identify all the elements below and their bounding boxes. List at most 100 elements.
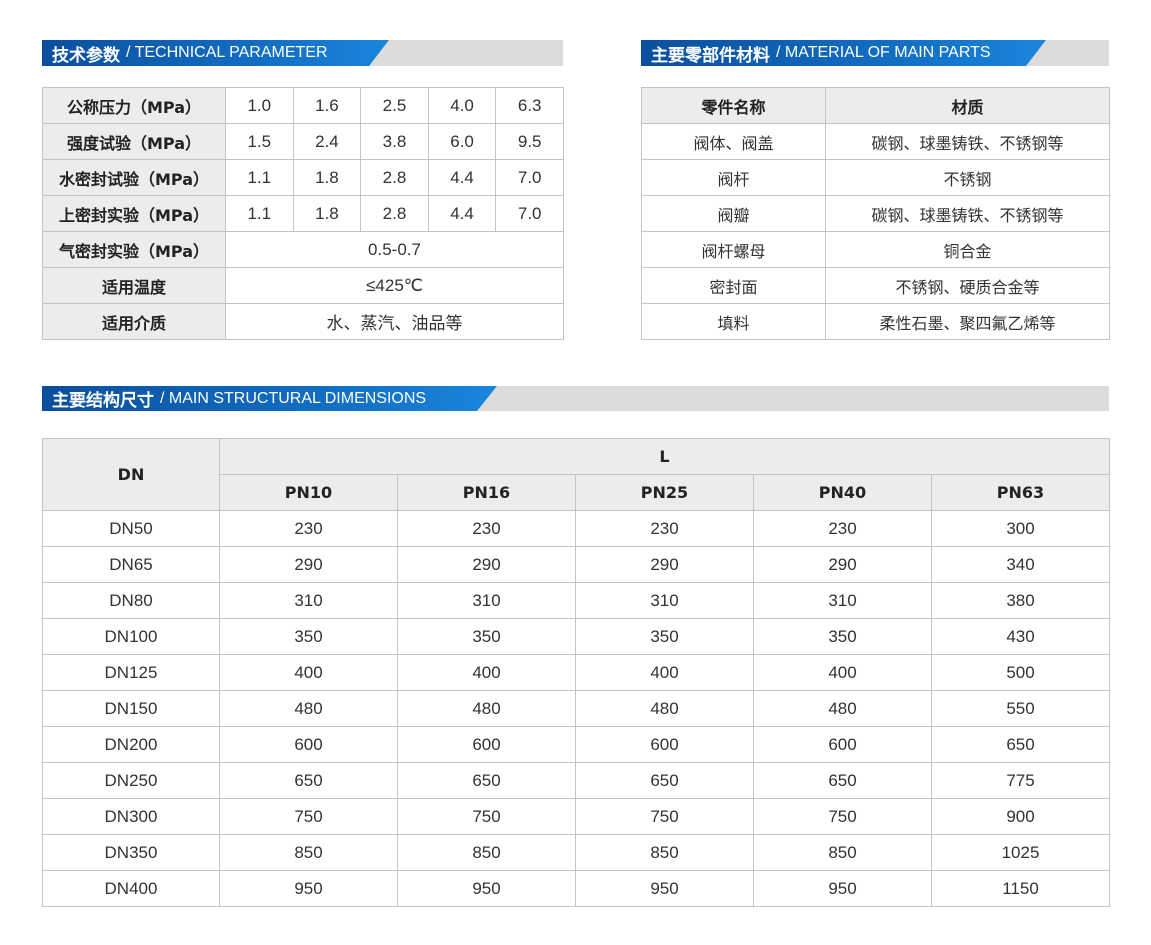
dn-cell: DN50 xyxy=(42,510,220,547)
length-cell: 480 xyxy=(219,690,398,727)
length-cell: 750 xyxy=(753,798,932,835)
length-cell: 430 xyxy=(931,618,1110,655)
length-cell: 850 xyxy=(219,834,398,871)
part-name-cell: 阀体、阀盖 xyxy=(641,123,826,160)
table-row: 水密封试验（MPa） 1.1 1.8 2.8 4.4 7.0 xyxy=(42,159,564,196)
length-cell: 750 xyxy=(219,798,398,835)
value-cell: 1.5 xyxy=(225,123,294,160)
length-cell: 310 xyxy=(575,582,754,619)
dimensions-table: DN L PN10 PN16 PN25 PN40 PN63 DN50 230 230 230 2… xyxy=(42,438,1110,907)
value-cell: 1.1 xyxy=(225,159,294,196)
length-cell: 650 xyxy=(753,762,932,799)
value-cell: 0.5-0.7 xyxy=(225,231,564,268)
value-cell: 1.6 xyxy=(292,87,362,124)
length-cell: 480 xyxy=(575,690,754,727)
table-row: 强度试验（MPa） 1.5 2.4 3.8 6.0 9.5 xyxy=(42,123,564,160)
table-row: DN150 480 480 480 480 550 xyxy=(42,690,1110,727)
row-label: 强度试验（MPa） xyxy=(42,123,226,160)
length-cell: 950 xyxy=(575,870,754,907)
column-header-pn: PN16 xyxy=(397,474,576,511)
length-cell: 600 xyxy=(753,726,932,763)
column-header-pn: PN25 xyxy=(575,474,754,511)
table-row: 阀瓣 碳钢、球墨铸铁、不锈钢等 xyxy=(641,195,1110,232)
material-cell: 不锈钢 xyxy=(825,159,1110,196)
column-header-l: L xyxy=(219,438,1110,475)
table-row: DN200 600 600 600 600 650 xyxy=(42,726,1110,763)
table-row: 阀杆螺母 铜合金 xyxy=(641,231,1110,268)
material-cell: 柔性石墨、聚四氟乙烯等 xyxy=(825,303,1110,340)
value-cell: 6.0 xyxy=(427,123,497,160)
dn-cell: DN200 xyxy=(42,726,220,763)
section-title-en: / MATERIAL OF MAIN PARTS xyxy=(776,44,991,61)
length-cell: 350 xyxy=(397,618,576,655)
value-cell: 2.8 xyxy=(360,195,429,232)
length-cell: 950 xyxy=(753,870,932,907)
length-cell: 350 xyxy=(753,618,932,655)
column-header-material: 材质 xyxy=(825,87,1110,124)
length-cell: 310 xyxy=(219,582,398,619)
dimensions-banner: 主要结构尺寸 / MAIN STRUCTURAL DIMENSIONS xyxy=(42,386,1109,411)
table-row: 适用温度 ≤425℃ xyxy=(42,267,564,304)
table-row: DN300 750 750 750 750 900 xyxy=(42,798,1110,835)
table-row: DN350 850 850 850 850 1025 xyxy=(42,834,1110,871)
table-row: DN125 400 400 400 400 500 xyxy=(42,654,1110,691)
value-cell: 4.4 xyxy=(427,159,497,196)
length-cell: 600 xyxy=(575,726,754,763)
value-cell: 3.8 xyxy=(360,123,429,160)
section-title-en: / MAIN STRUCTURAL DIMENSIONS xyxy=(160,389,427,407)
table-row: 气密封实验（MPa） 0.5-0.7 xyxy=(42,231,564,268)
materials-banner: 主要零部件材料 / MATERIAL OF MAIN PARTS xyxy=(641,40,1109,66)
length-cell: 500 xyxy=(931,654,1110,691)
length-cell: 1025 xyxy=(931,834,1110,871)
length-cell: 350 xyxy=(575,618,754,655)
header-row: PN10 PN16 PN25 PN40 PN63 xyxy=(43,474,1110,511)
length-cell: 230 xyxy=(575,510,754,547)
length-cell: 650 xyxy=(397,762,576,799)
value-cell: 1.8 xyxy=(292,195,362,232)
length-cell: 850 xyxy=(753,834,932,871)
row-label: 气密封实验（MPa） xyxy=(42,231,226,268)
length-cell: 650 xyxy=(219,762,398,799)
table-row: 上密封实验（MPa） 1.1 1.8 2.8 4.4 7.0 xyxy=(42,195,564,232)
table-row: DN100 350 350 350 350 430 xyxy=(42,618,1110,655)
length-cell: 775 xyxy=(931,762,1110,799)
length-cell: 400 xyxy=(753,654,932,691)
length-cell: 290 xyxy=(753,546,932,583)
dn-cell: DN250 xyxy=(42,762,220,799)
technical-parameter-table: 公称压力（MPa） 1.0 1.6 2.5 4.0 6.3 强度试验（MPa） 1.5 2.4 3… xyxy=(42,87,564,340)
table-row: 适用介质 水、蒸汽、油品等 xyxy=(42,303,564,340)
table-row: 密封面 不锈钢、硬质合金等 xyxy=(641,267,1110,304)
length-cell: 850 xyxy=(397,834,576,871)
header-row: 零件名称 材质 xyxy=(641,87,1110,124)
table-row: DN250 650 650 650 650 775 xyxy=(42,762,1110,799)
length-cell: 650 xyxy=(575,762,754,799)
row-label: 水密封试验（MPa） xyxy=(42,159,226,196)
dn-cell: DN400 xyxy=(42,870,220,907)
value-cell: 7.0 xyxy=(495,159,564,196)
value-cell: 水、蒸汽、油品等 xyxy=(225,303,564,340)
column-header-pn: PN40 xyxy=(753,474,932,511)
technical-parameter-banner: 技术参数 / TECHNICAL PARAMETER xyxy=(42,40,563,66)
table-row: 填料 柔性石墨、聚四氟乙烯等 xyxy=(641,303,1110,340)
length-cell: 850 xyxy=(575,834,754,871)
length-cell: 1150 xyxy=(931,870,1110,907)
length-cell: 600 xyxy=(219,726,398,763)
length-cell: 290 xyxy=(219,546,398,583)
column-header-pn: PN10 xyxy=(219,474,398,511)
length-cell: 340 xyxy=(931,546,1110,583)
length-cell: 350 xyxy=(219,618,398,655)
table-row: DN400 950 950 950 950 1150 xyxy=(42,870,1110,907)
dn-cell: DN150 xyxy=(42,690,220,727)
value-cell: 4.4 xyxy=(427,195,497,232)
dn-cell: DN100 xyxy=(42,618,220,655)
table-row: 公称压力（MPa） 1.0 1.6 2.5 4.0 6.3 xyxy=(42,87,564,124)
column-header-part: 零件名称 xyxy=(641,87,826,124)
row-label: 适用介质 xyxy=(42,303,226,340)
part-name-cell: 密封面 xyxy=(641,267,826,304)
length-cell: 600 xyxy=(397,726,576,763)
length-cell: 300 xyxy=(931,510,1110,547)
column-header-pn: PN63 xyxy=(931,474,1110,511)
length-cell: 310 xyxy=(397,582,576,619)
section-title-cn: 技术参数 xyxy=(52,45,120,66)
value-cell: 2.5 xyxy=(360,87,429,124)
